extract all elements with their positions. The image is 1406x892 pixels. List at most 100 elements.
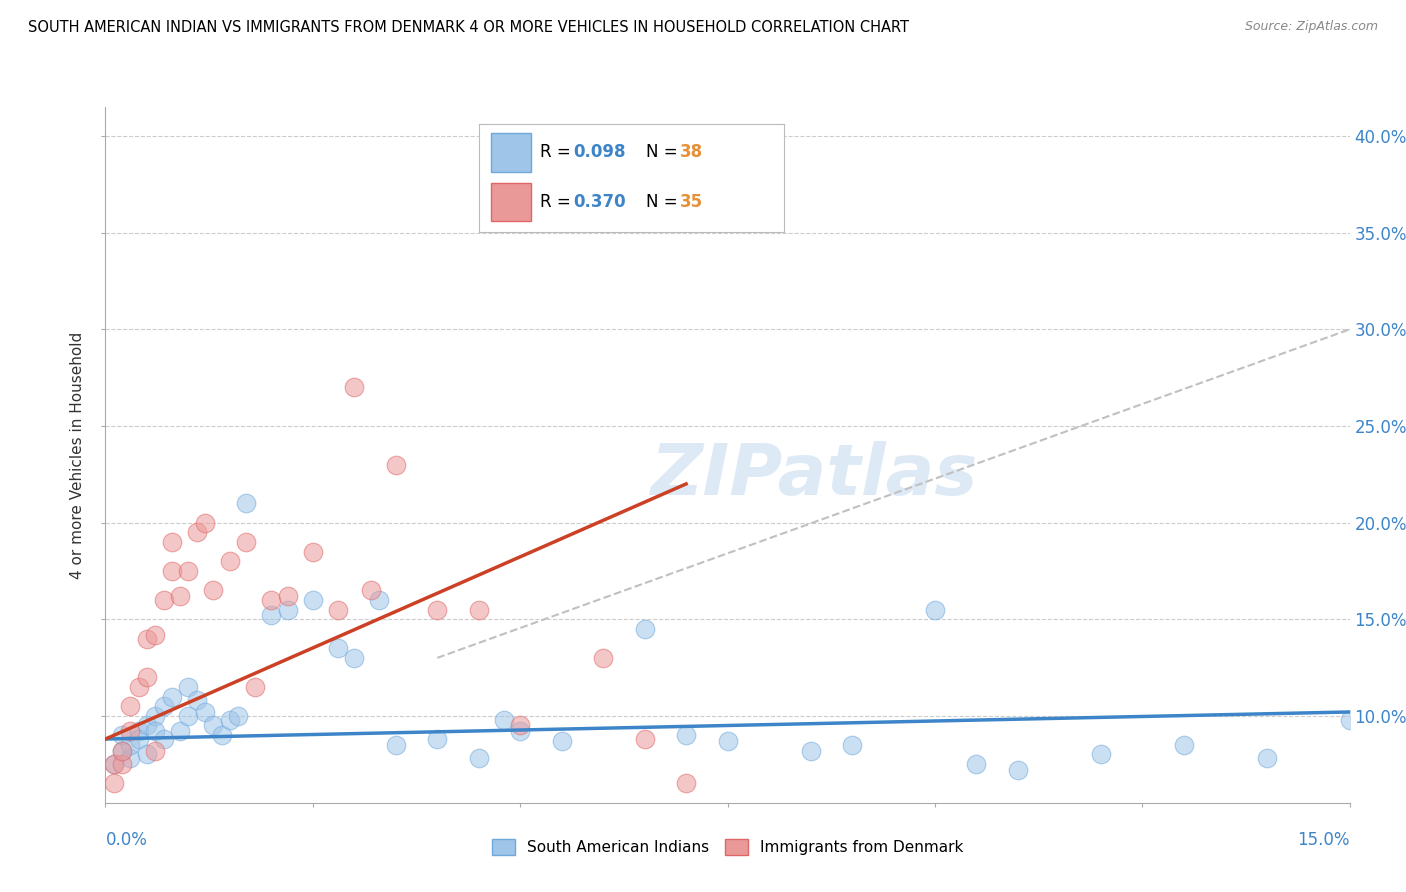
Point <box>634 731 657 746</box>
Text: R =: R = <box>540 144 575 161</box>
Point <box>1173 738 1195 752</box>
Point <box>800 744 823 758</box>
Y-axis label: 4 or more Vehicles in Household: 4 or more Vehicles in Household <box>70 331 86 579</box>
Text: Source: ZipAtlas.com: Source: ZipAtlas.com <box>1244 20 1378 33</box>
Point <box>186 525 208 540</box>
Point <box>128 724 150 739</box>
Point <box>924 602 946 616</box>
Point <box>385 458 408 472</box>
Point <box>260 592 283 607</box>
Point <box>1339 713 1361 727</box>
Point <box>1090 747 1112 762</box>
Point <box>120 724 142 739</box>
Point <box>675 776 697 790</box>
Point <box>717 734 740 748</box>
Point <box>120 699 142 714</box>
Point <box>551 734 574 748</box>
Text: N =: N = <box>647 144 683 161</box>
Point <box>186 693 208 707</box>
Point <box>152 699 174 714</box>
Text: 0.370: 0.370 <box>574 193 626 211</box>
Point <box>385 738 408 752</box>
Point <box>492 713 515 727</box>
Point <box>194 516 217 530</box>
Point <box>360 583 382 598</box>
Text: ZIPatlas: ZIPatlas <box>651 442 979 510</box>
Point <box>111 744 134 758</box>
Point <box>211 728 233 742</box>
Point <box>1256 751 1278 765</box>
Text: N =: N = <box>647 193 683 211</box>
Point <box>509 724 531 739</box>
Point <box>243 680 266 694</box>
Point <box>169 589 191 603</box>
Point <box>277 589 299 603</box>
Point <box>177 680 200 694</box>
Point <box>111 728 134 742</box>
Point <box>302 544 325 558</box>
Point <box>136 747 159 762</box>
Point <box>160 564 183 578</box>
Point <box>128 680 150 694</box>
FancyBboxPatch shape <box>491 133 530 172</box>
Text: 0.098: 0.098 <box>574 144 626 161</box>
Point <box>202 718 225 732</box>
Point <box>202 583 225 598</box>
Point <box>219 713 242 727</box>
Point <box>177 708 200 723</box>
Point <box>302 592 325 607</box>
Point <box>235 534 257 549</box>
Point <box>219 554 242 568</box>
Point <box>368 592 391 607</box>
Point <box>160 534 183 549</box>
Point <box>136 718 159 732</box>
Point <box>103 757 125 772</box>
Point <box>592 651 614 665</box>
Point <box>194 705 217 719</box>
Text: SOUTH AMERICAN INDIAN VS IMMIGRANTS FROM DENMARK 4 OR MORE VEHICLES IN HOUSEHOLD: SOUTH AMERICAN INDIAN VS IMMIGRANTS FROM… <box>28 20 910 35</box>
Point <box>509 718 531 732</box>
Point <box>160 690 183 704</box>
Point <box>152 592 174 607</box>
Point <box>841 738 863 752</box>
Point <box>177 564 200 578</box>
Point <box>343 380 366 394</box>
Point <box>260 608 283 623</box>
Point <box>467 602 489 616</box>
Text: R =: R = <box>540 193 575 211</box>
Point <box>111 744 134 758</box>
Point <box>326 602 349 616</box>
Text: 38: 38 <box>681 144 703 161</box>
Text: 15.0%: 15.0% <box>1298 831 1350 849</box>
Point <box>467 751 489 765</box>
Point <box>136 632 159 646</box>
Point <box>103 757 125 772</box>
Point <box>235 496 257 510</box>
Point <box>675 728 697 742</box>
Point <box>120 751 142 765</box>
Point <box>277 602 299 616</box>
Point <box>143 708 166 723</box>
Point <box>343 651 366 665</box>
FancyBboxPatch shape <box>491 183 530 221</box>
Point <box>965 757 987 772</box>
Point <box>1007 763 1029 777</box>
Point <box>426 602 449 616</box>
Legend: South American Indians, Immigrants from Denmark: South American Indians, Immigrants from … <box>486 833 969 862</box>
Point <box>143 628 166 642</box>
Point <box>143 724 166 739</box>
Point <box>226 708 249 723</box>
Point <box>169 724 191 739</box>
Text: 0.0%: 0.0% <box>105 831 148 849</box>
Point <box>152 731 174 746</box>
Point <box>326 641 349 656</box>
Point <box>426 731 449 746</box>
Point <box>120 738 142 752</box>
Point <box>103 776 125 790</box>
Text: 35: 35 <box>681 193 703 211</box>
Point <box>136 670 159 684</box>
Point <box>143 744 166 758</box>
Point <box>634 622 657 636</box>
Point <box>111 757 134 772</box>
Point <box>128 731 150 746</box>
